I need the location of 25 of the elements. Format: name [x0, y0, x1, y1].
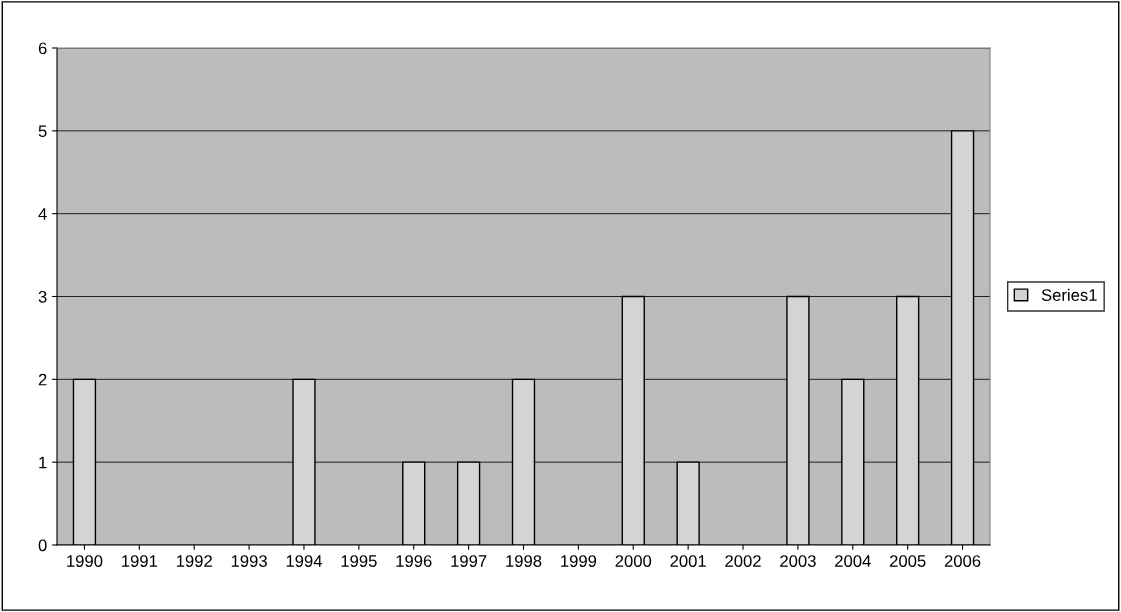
- x-tick-label: 2004: [835, 555, 871, 567]
- y-tick-label: 0: [38, 539, 47, 552]
- x-tick-label: 2005: [889, 555, 926, 567]
- x-tick-label: 2001: [670, 555, 706, 567]
- x-tick-label: 1990: [67, 555, 103, 567]
- x-tick-label: 1992: [176, 555, 212, 567]
- x-tick-label: 1997: [451, 555, 487, 567]
- y-tick-label: 6: [38, 42, 47, 55]
- x-tick-label: 2003: [780, 555, 816, 567]
- x-tick-label: 2000: [615, 555, 652, 567]
- x-tick-label: 2002: [725, 555, 761, 567]
- x-tick-label: 1993: [231, 555, 267, 567]
- y-tick-label: 2: [38, 373, 47, 386]
- x-tick-label: 1995: [341, 555, 377, 567]
- y-tick-label: 3: [38, 290, 47, 303]
- x-tick-label: 1994: [286, 555, 323, 567]
- y-tick-label: 4: [38, 208, 47, 220]
- x-tick-label: 1996: [396, 555, 432, 567]
- y-tick-label: 1: [39, 456, 47, 469]
- x-tick-label: 1999: [561, 555, 597, 567]
- x-tick-label: 2006: [944, 555, 981, 567]
- legend-label: Series1: [1041, 288, 1097, 301]
- x-tick-label: 1998: [506, 555, 542, 567]
- y-tick-label: 5: [38, 125, 47, 138]
- x-tick-label: 1991: [122, 555, 158, 567]
